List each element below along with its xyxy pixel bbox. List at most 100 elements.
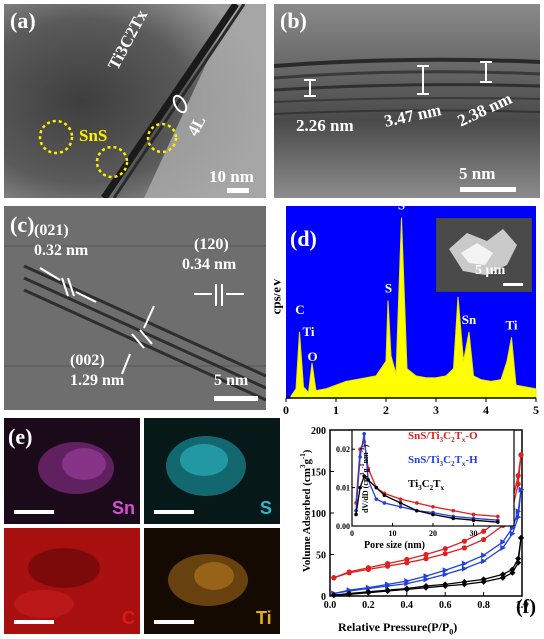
eds-ylabel: cps/eV	[274, 277, 284, 315]
bet-point	[461, 565, 468, 572]
bet-y-tick-label: 0	[321, 592, 326, 603]
inset-y-tick-label: 0.02	[336, 445, 350, 454]
bet-x-tick-label: 0.2	[362, 600, 375, 611]
legend-ti-s3: x	[440, 484, 445, 493]
inset-point	[366, 478, 370, 482]
panel-b-scale-text: 5 nm	[459, 164, 496, 183]
inset-x-tick-label: 20	[429, 529, 437, 538]
inset-ylabel-s3: -1	[360, 447, 367, 453]
bet-point	[365, 584, 372, 591]
inset-point	[415, 501, 419, 505]
map-c-label: C	[122, 608, 135, 628]
bet-y-tick-label: 50	[316, 551, 326, 562]
eds-x-tick-label: 5	[533, 403, 539, 417]
bet-inset-ylabel: dV/dD (cm3g-1nm-1)	[360, 424, 370, 534]
bet-y-tick-label: 100	[311, 509, 326, 520]
bet-point	[330, 592, 337, 599]
panel-c-d-120: 0.34 nm	[182, 256, 237, 273]
bet-xlabel: Relative Pressure(P/P0)	[338, 620, 457, 636]
eds-x-tick-label: 4	[483, 403, 489, 417]
map-sn: Sn	[4, 418, 140, 524]
panel-a-scalebar	[227, 188, 249, 193]
bet-point	[442, 567, 449, 574]
bet-y-tick-label: 150	[311, 468, 326, 479]
legend-ti-c: T	[433, 478, 441, 490]
bet-y-tick-label: 200	[311, 426, 326, 437]
bet-point	[365, 565, 371, 571]
inset-ylabel-g: g	[360, 468, 370, 473]
legend-o-a: SnS/Ti	[408, 430, 440, 442]
panel-c-label: (c)	[10, 212, 35, 237]
legend-o-s3: x	[461, 436, 466, 445]
map-ti-scalebar	[154, 620, 194, 624]
bet-chart: 0.0 0.2 0.4 0.6 0.8 1.0 0 50 100 150 200 0 10 20 30 0.0…	[311, 426, 528, 611]
inset-point	[382, 493, 387, 498]
inset-point	[415, 508, 419, 513]
eds-x-tick-label: 1	[333, 403, 339, 417]
inset-point	[451, 516, 456, 521]
panel-e-maps: Sn S C Ti (e)	[4, 418, 284, 636]
eds-inset-sem: 5 µm	[436, 218, 532, 292]
bet-point	[481, 552, 487, 559]
inset-point	[358, 485, 362, 490]
bet-point	[515, 481, 521, 487]
bet-x-tick-label: 0.4	[401, 600, 414, 611]
bet-point	[442, 546, 448, 552]
bet-point	[404, 578, 410, 585]
bet-point	[515, 555, 522, 562]
map-s-label: S	[260, 498, 273, 518]
legend-item-h: SnS/Ti3C2Tx-H	[408, 454, 478, 468]
sem-image	[437, 219, 531, 291]
panel-d-label: (d)	[290, 226, 317, 251]
bet-point	[385, 581, 391, 588]
panel-a-texture	[4, 4, 266, 198]
map-c-scalebar	[14, 620, 54, 624]
bet-point	[461, 538, 467, 544]
eds-inset-scale-text: 5 µm	[475, 263, 506, 278]
bet-point	[481, 528, 487, 534]
layer-marker-ellipse	[172, 94, 188, 114]
map-sn-label: Sn	[112, 498, 136, 518]
inset-y-tick-label: 0.01	[336, 484, 350, 493]
panel-d-eds: 012345CTiOSSSnSnTi (d) cps/eV 5 µm	[274, 206, 540, 418]
bet-xlabel-end: )	[453, 620, 458, 634]
bet-point	[499, 574, 506, 581]
inset-point	[354, 512, 358, 517]
bet-point	[365, 588, 372, 595]
sns-circle-2	[95, 145, 129, 179]
eds-peak-label: Sn	[462, 312, 477, 327]
inset-point	[471, 518, 476, 523]
legend-o-b: C	[443, 430, 452, 442]
bet-point	[500, 539, 506, 546]
bet-xlabel-a: Relative Pressure(P/P	[338, 620, 450, 634]
bet-point	[518, 534, 525, 541]
bet-x-tick-label: 0.6	[439, 600, 452, 611]
bet-point	[442, 581, 449, 588]
map-ti-texture	[144, 528, 280, 634]
panel-c-plane-120: (120)	[194, 236, 229, 253]
legend-o-d: -O	[465, 430, 478, 442]
bet-point	[404, 556, 410, 563]
inset-point	[496, 520, 500, 524]
inset-ylabel-s: 3	[360, 472, 367, 476]
inset-y-tick-label: 0.00	[336, 522, 350, 531]
inset-series-line	[355, 433, 498, 521]
inset-point	[431, 505, 435, 509]
panel-c-plane-021: (021)	[34, 222, 69, 239]
legend-item-o: SnS/Ti3C2Tx-O	[408, 430, 478, 444]
panel-f-bet: 0.0 0.2 0.4 0.6 0.8 1.0 0 50 100 150 200 0 10 20 30 0.0…	[290, 420, 542, 639]
bet-ylabel-sup: 3	[299, 464, 308, 469]
bet-point	[509, 566, 516, 573]
inset-ylabel-s2: -1	[360, 463, 367, 469]
bet-point	[461, 560, 468, 567]
inset-point	[374, 485, 379, 490]
map-ti-label: Ti	[256, 608, 272, 628]
bet-ylabel: Volume Adsorbed (cm3g-1)	[299, 431, 313, 591]
bet-point	[442, 551, 448, 557]
bet-ylabel-sup2: -1	[299, 453, 308, 460]
bet-point	[515, 508, 522, 515]
bet-point	[442, 571, 449, 578]
eds-x-tick-label: 2	[383, 403, 389, 417]
map-sn-scalebar	[14, 510, 54, 514]
legend-o-s1: 3	[439, 436, 444, 445]
